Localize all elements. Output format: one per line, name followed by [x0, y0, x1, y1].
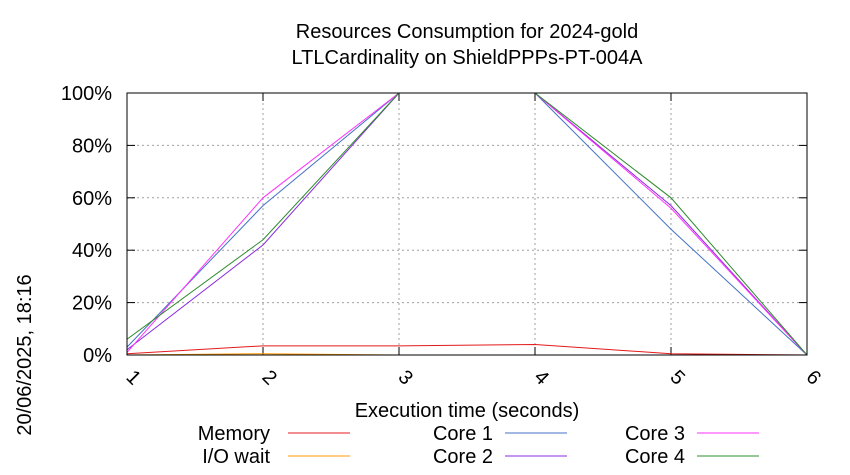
- y-tick-label: 60%: [72, 188, 112, 210]
- y-tick-label: 40%: [72, 240, 112, 262]
- y-tick-label: 0%: [83, 345, 112, 367]
- legend-label: Core 1: [433, 423, 493, 445]
- x-tick-label: 6: [802, 366, 825, 389]
- y-tick-label: 100%: [61, 83, 112, 105]
- legend-label: Core 3: [625, 423, 685, 445]
- grid: [127, 93, 807, 355]
- x-tick-label: 2: [258, 366, 281, 389]
- x-tick-label: 5: [666, 366, 689, 389]
- plot-frame: [126, 92, 808, 356]
- x-tick-label: 4: [530, 366, 553, 389]
- legend-label: I/O wait: [202, 446, 270, 468]
- chart-subtitle: LTLCardinality on ShieldPPPs-PT-004A: [292, 47, 644, 69]
- side-timestamp-label: 20/06/2025, 18:16: [14, 274, 36, 435]
- legend-label: Core 2: [433, 446, 493, 468]
- chart-title: Resources Consumption for 2024-gold: [296, 21, 638, 43]
- legend: Memory Core 1 Core 3 I/O wait Core 2 Core 4: [198, 423, 759, 468]
- y-tick-label: 80%: [72, 135, 112, 157]
- plot-lines: [126, 92, 808, 356]
- legend-label: Core 4: [625, 446, 685, 468]
- series-line-core-1: [126, 92, 808, 356]
- x-tick-label: 3: [394, 366, 417, 389]
- series-line-memory: [126, 344, 808, 356]
- series-line-core-3: [126, 92, 808, 356]
- series-line-core-4: [126, 92, 808, 356]
- x-axis-label: Execution time (seconds): [355, 400, 580, 422]
- legend-label: Memory: [198, 423, 270, 445]
- y-tick-label: 20%: [72, 293, 112, 315]
- series-line-core-2: [126, 92, 808, 356]
- x-tick-label: 1: [122, 366, 145, 389]
